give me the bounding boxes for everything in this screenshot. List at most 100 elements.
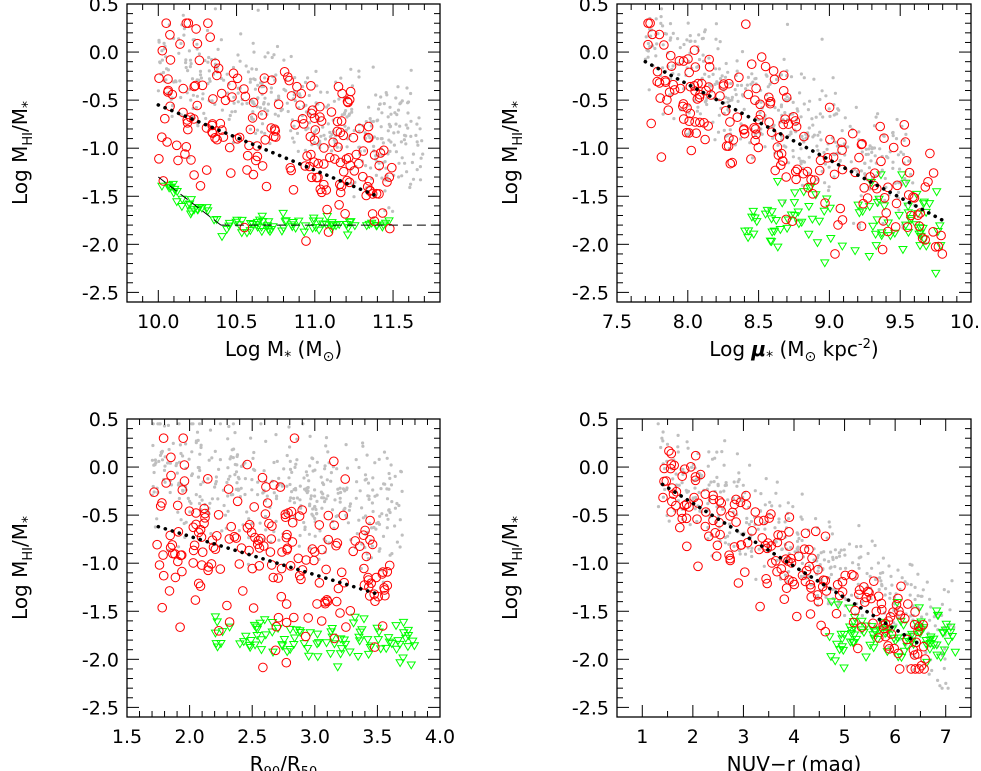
red-circle	[891, 600, 902, 610]
red-circle	[732, 112, 743, 122]
grey-point	[411, 177, 416, 181]
green-triangle	[901, 633, 912, 642]
red-circle	[333, 583, 344, 594]
red-circle	[769, 74, 780, 85]
grey-point	[385, 513, 389, 517]
grey-point	[202, 111, 206, 115]
red-circle	[793, 551, 804, 562]
green-triangle	[202, 207, 213, 216]
grey-point	[900, 124, 904, 128]
green-triangle	[329, 640, 340, 649]
grey-point	[364, 164, 368, 168]
red-circle	[208, 94, 218, 104]
grey-point	[833, 91, 838, 95]
grey-point	[236, 53, 240, 57]
red-circle	[894, 664, 905, 674]
grey-point	[208, 428, 213, 432]
grey-point	[386, 115, 390, 119]
grey-point	[720, 74, 724, 78]
grey-point	[829, 572, 834, 577]
grey-point	[345, 466, 350, 470]
grey-point	[264, 528, 268, 532]
grey-point	[218, 422, 222, 426]
grey-point	[294, 462, 298, 466]
red-circle	[374, 160, 385, 171]
red-circle	[298, 119, 309, 129]
grey-point	[274, 519, 278, 524]
green-triangle	[293, 217, 304, 226]
red-circle	[365, 515, 375, 526]
red-circle	[896, 581, 906, 592]
grey-point	[411, 152, 416, 156]
grey-point	[371, 509, 375, 514]
grey-point	[171, 441, 175, 445]
green-triangle	[406, 661, 417, 670]
red-circle	[873, 591, 884, 602]
green-triangle	[911, 221, 921, 230]
grey-point	[217, 467, 221, 471]
grey-point	[869, 159, 873, 163]
red-circle	[803, 182, 813, 193]
grey-point	[735, 59, 739, 63]
grey-point	[194, 106, 198, 110]
red-circle	[191, 519, 201, 530]
plot-frame	[616, 3, 972, 303]
grey-point	[860, 600, 864, 604]
grey-point	[908, 562, 912, 567]
grey-point	[753, 522, 757, 527]
grey-point	[350, 110, 354, 114]
grey-point	[307, 93, 311, 98]
grey-point	[415, 122, 419, 126]
green-triangle	[277, 642, 288, 651]
grey-point	[256, 8, 260, 12]
red-circle	[755, 601, 765, 612]
green-triangle	[342, 231, 353, 240]
grey-point	[255, 128, 260, 132]
green-triangle	[826, 653, 836, 662]
grey-point	[354, 458, 358, 462]
grey-point	[933, 624, 937, 628]
red-circle	[647, 29, 658, 40]
x-axis-label: R90/R50	[250, 752, 318, 771]
green-triangle	[929, 641, 939, 650]
red-circle	[835, 203, 846, 214]
green-triangle	[312, 640, 322, 649]
red-circle	[315, 112, 325, 122]
red-circle	[232, 496, 243, 507]
red-circle	[212, 134, 222, 145]
grey-point	[724, 481, 728, 485]
red-circle	[675, 522, 685, 533]
grey-point	[661, 66, 665, 70]
grey-point	[345, 115, 349, 119]
grey-point	[361, 441, 365, 445]
green-triangle	[355, 628, 366, 637]
red-circle	[192, 38, 203, 49]
red-circle	[930, 242, 941, 252]
grey-point	[304, 470, 308, 474]
grey-point	[701, 59, 706, 63]
red-circle	[677, 471, 688, 482]
red-circle	[322, 596, 333, 607]
red-circle	[659, 463, 670, 474]
red-circle	[708, 490, 718, 501]
red-circle	[232, 134, 243, 144]
grey-point	[927, 672, 931, 676]
grey-point	[811, 135, 815, 139]
grey-point	[735, 484, 739, 488]
grey-point	[859, 169, 864, 173]
grey-point	[306, 489, 310, 493]
grey-point	[731, 510, 735, 514]
grey-point	[333, 498, 337, 502]
grey-point	[735, 452, 740, 456]
grey-point	[344, 109, 348, 113]
grey-point	[358, 489, 362, 493]
red-circle	[234, 559, 245, 569]
red-circle	[345, 86, 356, 97]
grey-point	[831, 76, 835, 80]
grey-point	[385, 487, 389, 491]
green-triangle	[845, 638, 856, 647]
grey-point	[816, 593, 820, 598]
grey-point	[287, 476, 291, 480]
grey-point	[681, 467, 685, 471]
red-circle	[686, 462, 696, 472]
